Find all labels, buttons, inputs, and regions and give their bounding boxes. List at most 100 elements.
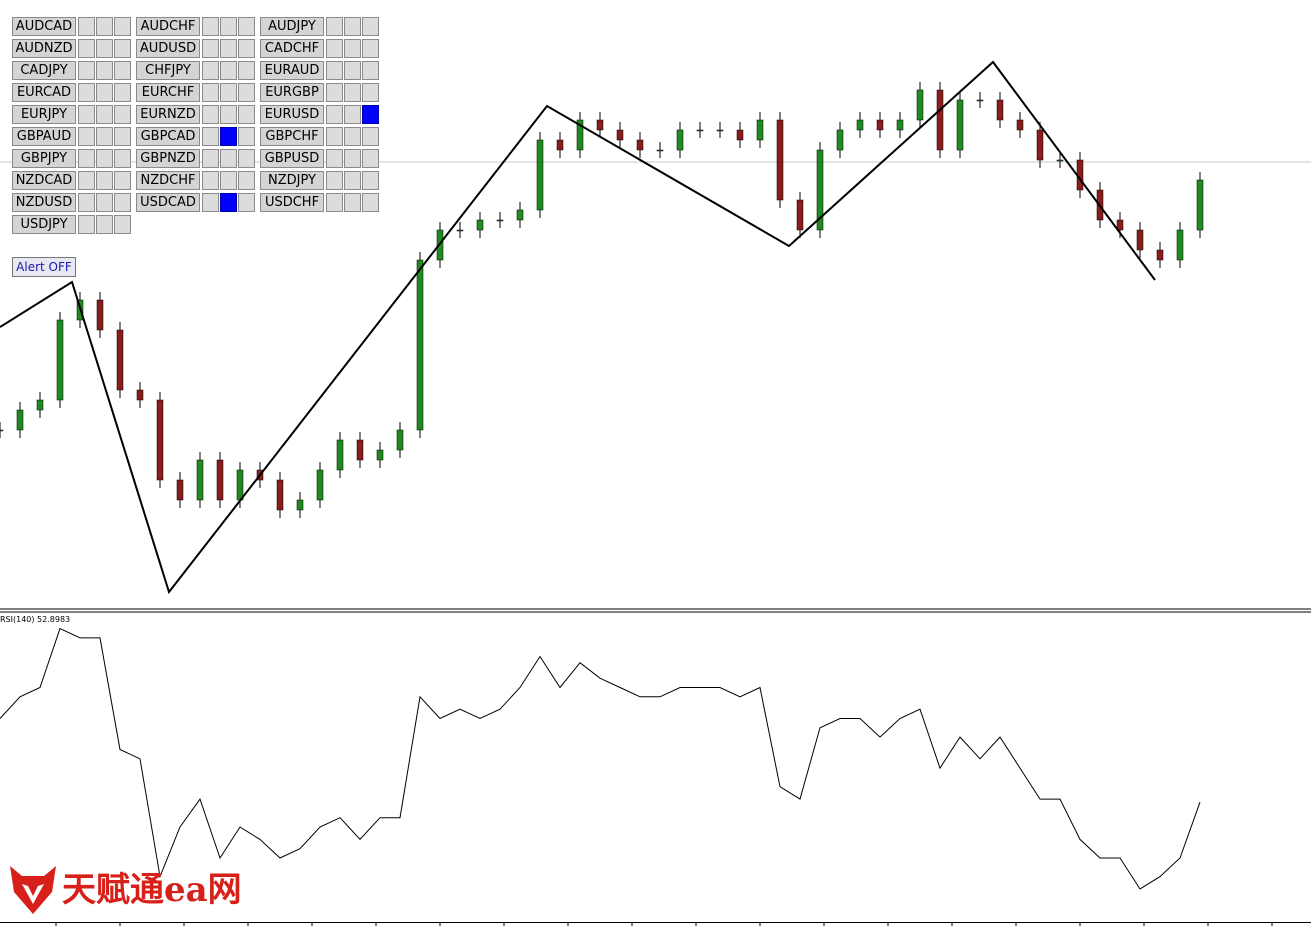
signal-box[interactable] xyxy=(344,61,361,80)
symbol-button[interactable]: AUDNZD xyxy=(12,39,76,58)
signal-box[interactable] xyxy=(220,193,237,212)
signal-box[interactable] xyxy=(238,171,255,190)
signal-box[interactable] xyxy=(96,39,113,58)
signal-box[interactable] xyxy=(362,105,379,124)
symbol-button[interactable]: USDJPY xyxy=(12,215,76,234)
signal-box[interactable] xyxy=(114,171,131,190)
symbol-button[interactable]: CADCHF xyxy=(260,39,324,58)
signal-box[interactable] xyxy=(114,127,131,146)
signal-box[interactable] xyxy=(220,61,237,80)
signal-box[interactable] xyxy=(344,83,361,102)
signal-box[interactable] xyxy=(114,193,131,212)
symbol-button[interactable]: NZDCAD xyxy=(12,171,76,190)
symbol-button[interactable]: EURNZD xyxy=(136,105,200,124)
symbol-button[interactable]: AUDCAD xyxy=(12,17,76,36)
signal-box[interactable] xyxy=(220,105,237,124)
signal-box[interactable] xyxy=(326,193,343,212)
signal-box[interactable] xyxy=(238,39,255,58)
signal-box[interactable] xyxy=(344,127,361,146)
signal-box[interactable] xyxy=(326,39,343,58)
symbol-button[interactable]: NZDCHF xyxy=(136,171,200,190)
signal-box[interactable] xyxy=(96,149,113,168)
signal-box[interactable] xyxy=(202,193,219,212)
signal-box[interactable] xyxy=(326,61,343,80)
signal-box[interactable] xyxy=(344,17,361,36)
signal-box[interactable] xyxy=(202,17,219,36)
signal-box[interactable] xyxy=(202,149,219,168)
signal-box[interactable] xyxy=(344,171,361,190)
symbol-button[interactable]: CADJPY xyxy=(12,61,76,80)
signal-box[interactable] xyxy=(78,83,95,102)
signal-box[interactable] xyxy=(202,83,219,102)
signal-box[interactable] xyxy=(114,83,131,102)
signal-box[interactable] xyxy=(96,83,113,102)
signal-box[interactable] xyxy=(96,193,113,212)
signal-box[interactable] xyxy=(344,105,361,124)
signal-box[interactable] xyxy=(78,193,95,212)
signal-box[interactable] xyxy=(238,105,255,124)
symbol-button[interactable]: EURCHF xyxy=(136,83,200,102)
signal-box[interactable] xyxy=(362,149,379,168)
signal-box[interactable] xyxy=(344,39,361,58)
signal-box[interactable] xyxy=(344,149,361,168)
signal-box[interactable] xyxy=(78,17,95,36)
symbol-button[interactable]: NZDJPY xyxy=(260,171,324,190)
symbol-button[interactable]: AUDUSD xyxy=(136,39,200,58)
signal-box[interactable] xyxy=(96,127,113,146)
signal-box[interactable] xyxy=(96,215,113,234)
symbol-button[interactable]: EURGBP xyxy=(260,83,324,102)
signal-box[interactable] xyxy=(362,17,379,36)
symbol-button[interactable]: GBPUSD xyxy=(260,149,324,168)
signal-box[interactable] xyxy=(114,17,131,36)
signal-box[interactable] xyxy=(78,149,95,168)
signal-box[interactable] xyxy=(326,105,343,124)
symbol-button[interactable]: GBPAUD xyxy=(12,127,76,146)
signal-box[interactable] xyxy=(326,127,343,146)
symbol-button[interactable]: EURCAD xyxy=(12,83,76,102)
symbol-button[interactable]: AUDCHF xyxy=(136,17,200,36)
signal-box[interactable] xyxy=(114,215,131,234)
symbol-button[interactable]: USDCAD xyxy=(136,193,200,212)
signal-box[interactable] xyxy=(202,39,219,58)
signal-box[interactable] xyxy=(96,105,113,124)
signal-box[interactable] xyxy=(220,39,237,58)
signal-box[interactable] xyxy=(362,127,379,146)
signal-box[interactable] xyxy=(96,171,113,190)
signal-box[interactable] xyxy=(362,61,379,80)
signal-box[interactable] xyxy=(344,193,361,212)
alert-button[interactable]: Alert OFF xyxy=(12,257,76,277)
signal-box[interactable] xyxy=(202,61,219,80)
signal-box[interactable] xyxy=(114,105,131,124)
signal-box[interactable] xyxy=(78,105,95,124)
signal-box[interactable] xyxy=(220,17,237,36)
signal-box[interactable] xyxy=(238,193,255,212)
signal-box[interactable] xyxy=(326,171,343,190)
signal-box[interactable] xyxy=(362,193,379,212)
signal-box[interactable] xyxy=(78,171,95,190)
symbol-button[interactable]: GBPNZD xyxy=(136,149,200,168)
symbol-button[interactable]: EURJPY xyxy=(12,105,76,124)
symbol-button[interactable]: CHFJPY xyxy=(136,61,200,80)
signal-box[interactable] xyxy=(326,149,343,168)
signal-box[interactable] xyxy=(220,83,237,102)
signal-box[interactable] xyxy=(220,127,237,146)
signal-box[interactable] xyxy=(238,17,255,36)
signal-box[interactable] xyxy=(114,39,131,58)
symbol-button[interactable]: AUDJPY xyxy=(260,17,324,36)
signal-box[interactable] xyxy=(362,39,379,58)
signal-box[interactable] xyxy=(202,127,219,146)
signal-box[interactable] xyxy=(96,17,113,36)
signal-box[interactable] xyxy=(238,61,255,80)
signal-box[interactable] xyxy=(238,127,255,146)
signal-box[interactable] xyxy=(362,83,379,102)
signal-box[interactable] xyxy=(238,83,255,102)
symbol-button[interactable]: USDCHF xyxy=(260,193,324,212)
signal-box[interactable] xyxy=(78,39,95,58)
signal-box[interactable] xyxy=(326,17,343,36)
signal-box[interactable] xyxy=(78,127,95,146)
symbol-button[interactable]: EURAUD xyxy=(260,61,324,80)
signal-box[interactable] xyxy=(202,105,219,124)
signal-box[interactable] xyxy=(220,171,237,190)
signal-box[interactable] xyxy=(78,61,95,80)
signal-box[interactable] xyxy=(326,83,343,102)
